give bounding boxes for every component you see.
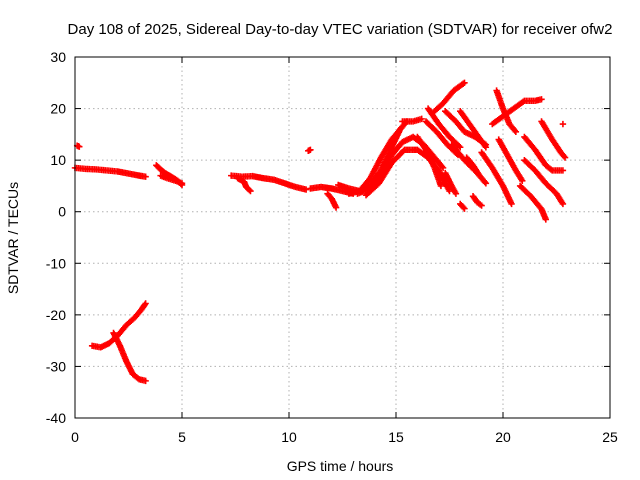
series-trace-r	[424, 105, 464, 151]
data-marks	[71, 79, 569, 385]
plot-frame	[74, 56, 611, 419]
data-point	[476, 172, 483, 179]
x-tick-label: 20	[495, 429, 511, 445]
x-tick-label: 5	[178, 429, 186, 445]
chart-title: Day 108 of 2025, Sidereal Day-to-day VTE…	[68, 21, 613, 38]
series-trace-aj	[110, 329, 149, 385]
axis-ticks: 0 5 10 15 20 25 -40 -30 -20 -10 0 10 20 30	[46, 49, 618, 445]
data-point	[547, 166, 555, 173]
data-point	[142, 300, 149, 307]
data-point	[481, 178, 489, 186]
x-axis-label: GPS time / hours	[287, 458, 394, 474]
series-trace-ac	[493, 87, 520, 135]
series-trace-f	[234, 174, 254, 195]
data-point	[519, 177, 526, 184]
series-trace-ai	[88, 300, 149, 351]
series-trace-i	[324, 190, 340, 211]
series-trace-u	[448, 141, 490, 187]
data-point	[559, 200, 567, 208]
data-point	[457, 144, 464, 151]
data-point	[141, 301, 148, 308]
series-trace-af	[521, 133, 567, 174]
data-point	[307, 146, 314, 154]
data-point	[142, 173, 149, 180]
data-point	[461, 79, 468, 86]
series-trace-b	[73, 142, 83, 150]
data-point	[246, 186, 253, 194]
y-tick-label: 0	[58, 204, 66, 220]
data-point	[332, 204, 340, 211]
series-trace-o	[431, 79, 468, 115]
data-point	[542, 216, 549, 223]
series-trace-n	[399, 115, 425, 125]
data-point	[142, 377, 149, 385]
y-tick-label: -10	[46, 255, 66, 271]
data-point	[559, 167, 567, 174]
data-point	[76, 143, 83, 150]
series-trace-v	[442, 169, 460, 197]
data-point	[508, 200, 515, 208]
series-trace-aa	[478, 149, 515, 208]
series-trace-t	[457, 107, 490, 151]
y-axis-label: SDTVAR / TECUs	[5, 182, 21, 294]
x-tick-label: 25	[602, 429, 618, 445]
data-point	[178, 180, 186, 187]
series-trace-d	[157, 172, 186, 187]
series-trace-w	[463, 154, 483, 179]
grid	[75, 57, 610, 418]
series-trace-z	[495, 136, 526, 184]
data-point	[461, 205, 468, 212]
y-tick-label: -30	[46, 358, 66, 374]
data-point	[460, 204, 467, 211]
y-tick-label: 10	[50, 152, 66, 168]
y-tick-label: 30	[50, 49, 66, 65]
data-point	[512, 128, 520, 135]
data-point	[561, 154, 569, 161]
data-point	[302, 186, 310, 193]
series-trace-ad	[516, 182, 549, 223]
y-tick-label: -40	[46, 410, 66, 426]
series-trace-x	[469, 193, 485, 209]
x-tick-label: 0	[71, 429, 79, 445]
x-tick-label: 10	[281, 429, 297, 445]
series-trace-a	[71, 164, 149, 180]
data-point	[559, 120, 567, 128]
x-tick-label: 15	[388, 429, 404, 445]
series-trace-k	[345, 123, 406, 197]
data-point	[538, 96, 545, 103]
series-trace-ae	[521, 156, 567, 208]
data-point	[452, 190, 460, 197]
data-point	[437, 182, 445, 190]
series-trace-q	[414, 133, 445, 190]
series-trace-g	[305, 146, 314, 155]
y-tick-label: -20	[46, 307, 66, 323]
data-point	[482, 180, 490, 187]
data-point	[455, 142, 463, 150]
data-point	[418, 115, 425, 123]
series-trace-ag	[538, 118, 569, 161]
data-point	[438, 163, 446, 170]
series-trace-ah	[559, 120, 567, 128]
data-point	[398, 124, 405, 132]
data-point	[478, 202, 485, 209]
data-point	[439, 164, 447, 172]
data-point	[560, 153, 568, 160]
y-tick-label: 20	[50, 101, 66, 117]
data-point	[511, 127, 518, 134]
data-point	[482, 144, 490, 151]
series-trace-y	[457, 200, 468, 212]
data-point	[247, 187, 254, 195]
